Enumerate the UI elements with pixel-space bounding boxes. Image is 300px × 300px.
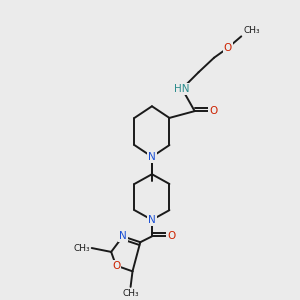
Text: N: N — [148, 152, 156, 162]
Text: N: N — [148, 215, 156, 225]
Text: O: O — [209, 106, 217, 116]
Text: O: O — [112, 260, 120, 271]
Text: CH₃: CH₃ — [243, 26, 260, 35]
Text: O: O — [224, 43, 232, 53]
Text: CH₃: CH₃ — [122, 289, 139, 298]
Text: HN: HN — [174, 84, 190, 94]
Text: CH₃: CH₃ — [73, 244, 90, 253]
Text: N: N — [119, 231, 127, 242]
Text: O: O — [167, 231, 176, 242]
